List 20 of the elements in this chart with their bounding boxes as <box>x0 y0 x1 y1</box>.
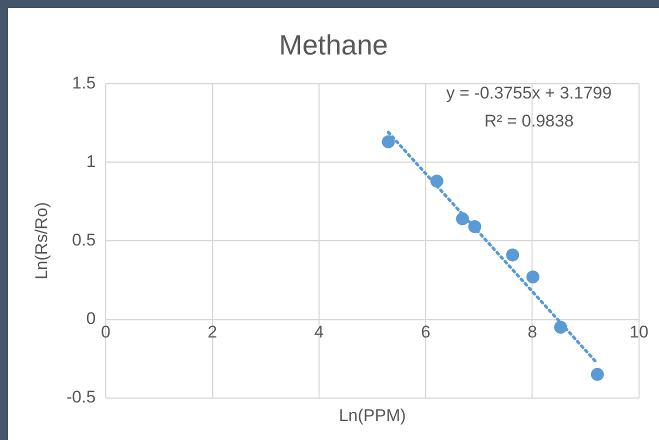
x-tick-label: 2 <box>208 322 218 342</box>
point <box>590 368 604 381</box>
y-tick-label: 1.5 <box>72 73 96 92</box>
x-axis-title: Ln(PPM) <box>338 406 406 426</box>
y-tick-label: 1 <box>86 152 96 171</box>
y-tick-label: 0.5 <box>72 230 96 250</box>
y-tick-label: 0 <box>86 309 96 328</box>
x-tick-label: 8 <box>528 322 538 342</box>
point <box>506 248 520 262</box>
annotation: y = -0.3755x + 3.1799 <box>446 83 612 102</box>
chart-title: Methane <box>279 30 388 61</box>
x-tick-label: 6 <box>420 322 430 342</box>
y-axis-title: Ln(Rs/Ro) <box>32 202 51 280</box>
x-tick-label: 0 <box>100 322 110 342</box>
x-tick-label: 10 <box>630 322 648 342</box>
point <box>526 270 540 284</box>
annotation: R² = 0.9838 <box>484 111 574 130</box>
x-tick-label: 4 <box>314 322 324 342</box>
point <box>382 135 395 148</box>
y-tick-label: -0.5 <box>66 388 96 407</box>
